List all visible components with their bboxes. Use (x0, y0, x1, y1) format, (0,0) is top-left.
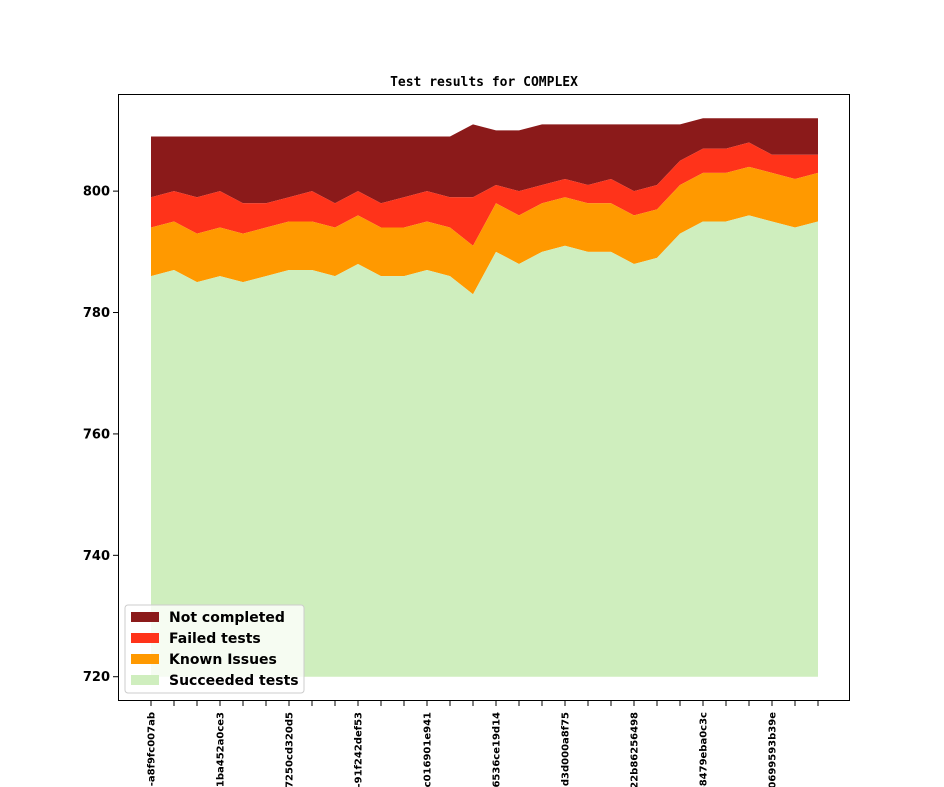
x-tick-label: 6536ce19d14 (492, 712, 503, 787)
x-tick-label: -a8f9fc007ab (147, 712, 158, 786)
legend-swatch-known-issues (131, 654, 159, 664)
x-axis: -a8f9fc007ab 1ba452a0ce3 7250cd320d5 -91f24… (147, 701, 819, 787)
y-axis: 720 740 760 780 800 (83, 185, 118, 685)
area-layers (151, 118, 818, 677)
plot-frame (118, 94, 850, 701)
legend-swatch-failed-tests (131, 633, 159, 643)
legend: Not completed Failed tests Known Issues Suc… (124, 604, 305, 694)
area-failed-tests (151, 142, 818, 246)
y-tick-label: 800 (83, 185, 110, 200)
x-tick-label: 7250cd320d5 (285, 712, 296, 787)
y-tick-label: 720 (83, 670, 110, 685)
x-tick-label: 0699593b39e (768, 712, 779, 787)
legend-label-not-completed: Not completed (169, 610, 285, 626)
legend-swatch-not-completed (131, 612, 159, 622)
y-tick-label: 780 (83, 306, 110, 321)
x-tick-label: d3d000a8f75 (561, 712, 572, 786)
x-tick-label: c016901e941 (423, 712, 434, 787)
x-tick-label: 22b86256498 (630, 712, 641, 787)
area-succeeded-tests (151, 215, 818, 677)
chart-title: Test results for COMPLEX (390, 75, 578, 90)
y-tick-label: 740 (83, 549, 110, 564)
area-known-issues (151, 166, 818, 295)
legend-box (124, 604, 305, 694)
x-tick-label: -91f242def53 (354, 712, 365, 787)
area-not-completed (151, 118, 818, 204)
legend-swatch-succeeded-tests (131, 675, 159, 685)
y-tick-label: 760 (83, 427, 110, 442)
x-tick-label: 1ba452a0ce3 (216, 712, 227, 787)
x-tick-label: -8479eba0c3c (699, 712, 710, 787)
legend-label-failed-tests: Failed tests (169, 631, 261, 647)
legend-label-known-issues: Known Issues (169, 652, 277, 668)
legend-label-succeeded-tests: Succeeded tests (169, 673, 299, 689)
